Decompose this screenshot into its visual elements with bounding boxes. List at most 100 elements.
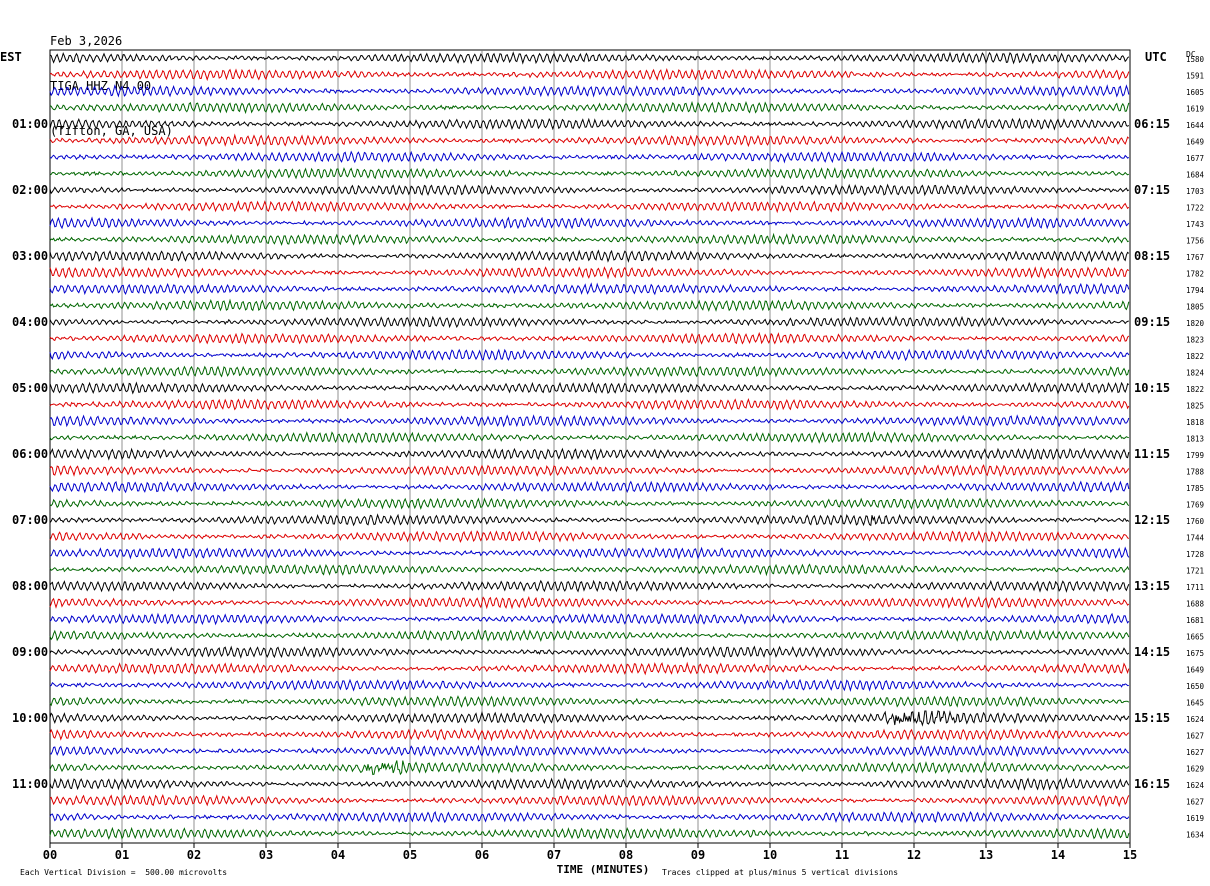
dc-offset-label: 1799	[1186, 451, 1204, 460]
helicorder-header: Feb 3,2026 TIGA HHZ N4 00 (Tifton, GA, U…	[50, 4, 173, 154]
x-tick-label: 11	[835, 848, 849, 862]
seismic-trace	[49, 414, 1130, 428]
minute-grid	[49, 49, 1131, 844]
x-tick-label: 02	[187, 848, 201, 862]
left-hour-label: 01:00	[12, 117, 48, 131]
seismic-trace	[49, 331, 1130, 345]
dc-offset-label: 1822	[1186, 352, 1204, 361]
location-label: (Tifton, GA, USA)	[50, 124, 173, 138]
left-timezone-label: EST	[0, 50, 22, 64]
seismic-trace	[49, 661, 1130, 676]
dc-offset-label: 1711	[1186, 583, 1204, 592]
x-tick-label: 01	[115, 848, 129, 862]
left-hour-label: 03:00	[12, 249, 48, 263]
seismic-trace	[49, 727, 1130, 742]
left-hour-label: 05:00	[12, 381, 48, 395]
seismic-trace	[49, 810, 1130, 824]
seismic-trace	[49, 760, 1130, 776]
seismic-trace	[49, 100, 1130, 115]
dc-offset-label: 1744	[1186, 534, 1205, 543]
x-tick-label: 05	[403, 848, 417, 862]
dc-offset-label: 1728	[1186, 550, 1205, 559]
dc-offset-label: 1627	[1186, 798, 1204, 807]
right-hour-label: 08:15	[1134, 249, 1170, 263]
seismic-trace	[49, 68, 1130, 82]
dc-offset-label: 1591	[1186, 72, 1204, 81]
right-hour-label: 14:15	[1134, 645, 1170, 659]
seismic-trace	[49, 497, 1130, 511]
right-hour-label: 06:15	[1134, 117, 1170, 131]
left-hour-label: 10:00	[12, 711, 48, 725]
dc-offset-label: 1824	[1186, 369, 1205, 378]
dc-offset-label: 1785	[1186, 484, 1204, 493]
seismic-trace	[49, 777, 1130, 791]
seismic-trace	[49, 595, 1130, 610]
x-axis-label: TIME (MINUTES)	[557, 863, 650, 876]
dc-offset-label: 1722	[1186, 204, 1204, 213]
seismic-trace	[49, 200, 1130, 214]
seismic-trace	[49, 298, 1130, 312]
dc-offset-label: 1580	[1186, 55, 1205, 64]
right-hour-label: 09:15	[1134, 315, 1170, 329]
right-hour-label: 13:15	[1134, 579, 1170, 593]
dc-offset-labels: 1580 1591 1605 1619 1644 1649 1677 1684 1703 1722…	[1186, 55, 1205, 840]
seismic-trace	[49, 563, 1130, 577]
dc-offset-label: 1703	[1186, 187, 1204, 196]
dc-offset-label: 1818	[1186, 418, 1205, 427]
x-tick-label: 15	[1123, 848, 1137, 862]
seismic-trace	[49, 381, 1130, 395]
right-hour-labels: 06:15 07:15 08:15 09:15 10:15 11:15 12:15 13:15…	[1134, 117, 1170, 791]
seismic-trace	[49, 150, 1130, 164]
right-hour-label: 16:15	[1134, 777, 1170, 791]
dc-offset-label: 1825	[1186, 402, 1204, 411]
seismic-trace	[49, 315, 1129, 329]
left-hour-label: 02:00	[12, 183, 48, 197]
seismic-trace	[49, 447, 1130, 461]
left-hour-label: 04:00	[12, 315, 48, 329]
x-tick-label: 00	[43, 848, 57, 862]
seismic-trace	[49, 793, 1130, 808]
x-tick-label: 09	[691, 848, 705, 862]
dc-offset-label: 1665	[1186, 633, 1204, 642]
seismic-trace	[49, 84, 1130, 98]
dc-offset-label: 1820	[1186, 319, 1205, 328]
scale-note: Each Vertical Division = 500.00 microvol…	[20, 868, 228, 877]
seismic-trace	[49, 513, 1130, 527]
seismic-trace	[49, 216, 1130, 230]
seismic-trace	[49, 397, 1130, 411]
x-tick-label: 04	[331, 848, 345, 862]
dc-offset-label: 1627	[1186, 732, 1204, 741]
x-axis-ticks: 00 01 02 03 04 05 06 07 08 09 10 11 12 13 14 15	[43, 843, 1137, 862]
seismic-traces	[49, 51, 1130, 840]
right-hour-label: 12:15	[1134, 513, 1170, 527]
dc-offset-label: 1813	[1186, 435, 1204, 444]
seismic-trace	[49, 183, 1130, 197]
right-hour-label: 07:15	[1134, 183, 1170, 197]
seismic-trace	[49, 628, 1130, 643]
x-tick-label: 12	[907, 848, 921, 862]
left-hour-labels: 01:00 02:00 03:00 04:00 05:00 06:00 07:00 08:00…	[12, 117, 48, 791]
dc-offset-label: 1634	[1186, 831, 1205, 840]
dc-offset-label: 1794	[1186, 286, 1205, 295]
seismic-trace	[49, 579, 1130, 593]
seismic-trace	[49, 348, 1130, 362]
x-tick-label: 06	[475, 848, 489, 862]
seismic-trace	[49, 430, 1129, 444]
seismic-trace	[49, 678, 1129, 692]
left-hour-label: 07:00	[12, 513, 48, 527]
dc-offset-label: 1688	[1186, 600, 1205, 609]
seismic-trace	[49, 695, 1130, 708]
dc-offset-label: 1624	[1186, 781, 1205, 790]
x-tick-label: 13	[979, 848, 993, 862]
dc-offset-label: 1721	[1186, 567, 1204, 576]
seismic-trace	[49, 166, 1130, 180]
dc-offset-label: 1650	[1186, 682, 1205, 691]
seismic-trace	[49, 612, 1130, 626]
x-tick-label: 07	[547, 848, 561, 862]
seismic-trace	[49, 117, 1130, 131]
dc-offset-label: 1760	[1186, 517, 1205, 526]
x-tick-label: 03	[259, 848, 273, 862]
dc-offset-label: 1649	[1186, 666, 1204, 675]
seismic-trace	[49, 645, 1130, 659]
date-label: Feb 3,2026	[50, 34, 123, 48]
